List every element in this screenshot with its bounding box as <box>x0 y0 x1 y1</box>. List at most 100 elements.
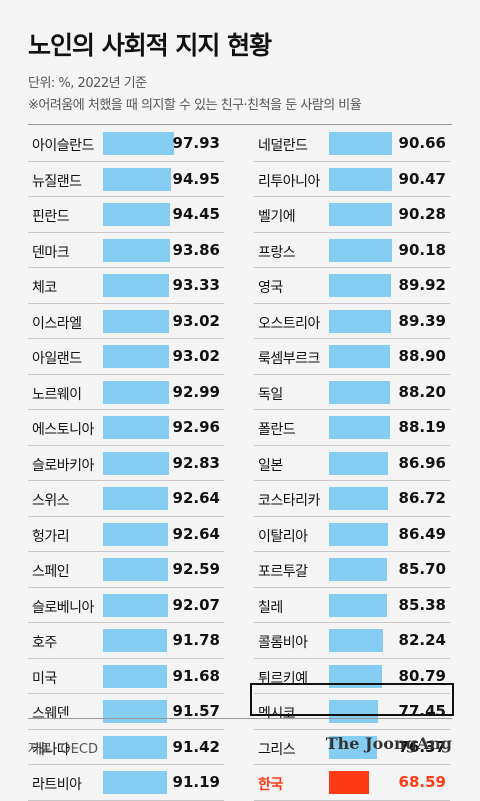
bar <box>329 522 388 546</box>
country-label: 그리스 <box>258 741 296 758</box>
bar-row: 이탈리아 86.49 <box>254 517 450 552</box>
bar <box>103 487 169 510</box>
bar <box>329 416 390 439</box>
bar-row: 아일랜드 93.02 <box>28 339 224 375</box>
bar-row: 독일 88.20 <box>254 375 450 410</box>
value-label: 91.78 <box>172 631 220 649</box>
value-label: 91.19 <box>172 773 220 791</box>
bar-row: 포르투갈 85.70 <box>254 552 450 588</box>
bar <box>329 132 393 155</box>
value-label: 93.33 <box>172 276 220 294</box>
bar-row: 에스토니아 92.96 <box>28 410 224 446</box>
bar <box>329 167 392 191</box>
value-label: 91.57 <box>172 702 220 720</box>
value-label: 88.19 <box>398 418 446 436</box>
bar <box>329 629 384 652</box>
country-label: 헝가리 <box>32 528 70 545</box>
bar-row: 네덜란드 90.66 <box>254 126 450 162</box>
country-label: 에스토니아 <box>32 422 94 438</box>
bar-row: 일본 86.96 <box>254 446 450 481</box>
country-label: 덴마크 <box>32 244 70 261</box>
country-label: 스위스 <box>32 493 70 509</box>
bar <box>103 558 169 581</box>
bar-row: 아이슬란드 97.93 <box>28 126 224 162</box>
country-label: 한국 <box>258 777 283 793</box>
bar-row: 뉴질랜드 94.95 <box>28 162 224 197</box>
country-label: 칠레 <box>258 599 283 616</box>
country-label: 미국 <box>32 670 57 687</box>
bar <box>329 203 392 226</box>
value-label: 88.90 <box>398 347 446 365</box>
bar-row: 스웨덴 91.57 <box>28 694 224 730</box>
bar <box>103 203 171 226</box>
bar <box>329 700 378 723</box>
country-label: 핀란드 <box>32 209 70 225</box>
value-label: 93.86 <box>172 240 220 259</box>
bar-row: 캐나다 91.42 <box>28 730 224 765</box>
value-label: 92.64 <box>172 524 220 543</box>
top-rule <box>28 124 452 125</box>
bar <box>103 771 167 794</box>
bar-row: 노르웨이 92.99 <box>28 375 224 410</box>
bar-row: 슬로베니아 92.07 <box>28 588 224 623</box>
bottom-rule <box>28 718 452 719</box>
bar-row: 콜롬비아 82.24 <box>254 623 450 659</box>
country-label: 스페인 <box>32 564 70 580</box>
bar-row: 라트비아 91.19 <box>28 765 224 801</box>
country-label: 슬로바키아 <box>32 457 94 474</box>
country-label: 네덜란드 <box>258 138 308 154</box>
value-label: 92.96 <box>172 418 220 436</box>
value-label: 90.28 <box>398 205 446 223</box>
country-label: 영국 <box>258 280 283 296</box>
country-label: 포르투갈 <box>258 564 308 580</box>
bar <box>329 558 387 581</box>
value-label: 86.72 <box>398 489 446 507</box>
bar-row: 튀르키예 80.79 <box>254 659 450 694</box>
value-label: 94.95 <box>172 169 220 188</box>
value-label: 91.42 <box>172 737 220 756</box>
value-label: 90.47 <box>398 169 446 188</box>
country-label: 아일랜드 <box>32 351 82 367</box>
bar <box>103 664 168 688</box>
highlight-box-korea <box>250 683 454 716</box>
bar <box>103 700 168 723</box>
country-label: 노르웨이 <box>32 386 82 403</box>
bar-row: 핀란드 94.45 <box>28 197 224 233</box>
country-label: 이탈리아 <box>258 528 308 545</box>
bar-row: 칠레 85.38 <box>254 588 450 623</box>
bar-row: 룩셈부르크 88.90 <box>254 339 450 375</box>
country-label: 캐나다 <box>32 741 70 758</box>
country-label: 벨기에 <box>258 209 296 225</box>
bar <box>329 735 377 759</box>
value-label: 91.68 <box>172 666 220 685</box>
bar <box>103 416 169 439</box>
unit-note: 단위: %, 2022년 기준 <box>28 76 147 91</box>
bar <box>329 345 391 368</box>
bar <box>103 274 170 297</box>
bar <box>103 380 169 404</box>
country-label: 튀르키예 <box>258 670 308 687</box>
country-label: 코스타리카 <box>258 493 320 509</box>
bar <box>329 451 389 475</box>
bar <box>329 274 392 297</box>
value-label: 92.64 <box>172 489 220 507</box>
bar-row: 폴란드 88.19 <box>254 410 450 446</box>
bar-row: 헝가리 92.64 <box>28 517 224 552</box>
bar <box>329 593 387 617</box>
bar-row: 한국 68.59 <box>254 765 450 801</box>
bar-row: 이스라엘 93.02 <box>28 304 224 339</box>
country-label: 아이슬란드 <box>32 138 94 154</box>
value-label: 86.49 <box>398 524 446 543</box>
definition-note: ※어려움에 처했을 때 의지할 수 있는 친구·친척을 둔 사람의 비율 <box>28 98 362 113</box>
bar <box>329 309 391 333</box>
country-label: 폴란드 <box>258 422 296 438</box>
bar <box>329 380 390 404</box>
country-label: 스웨덴 <box>32 706 70 722</box>
value-label: 92.59 <box>172 560 220 578</box>
bar-row: 호주 91.78 <box>28 623 224 659</box>
bar <box>103 451 169 475</box>
bar <box>329 487 388 510</box>
bar <box>103 629 168 652</box>
bar <box>103 735 167 759</box>
value-label: 85.38 <box>398 595 446 614</box>
